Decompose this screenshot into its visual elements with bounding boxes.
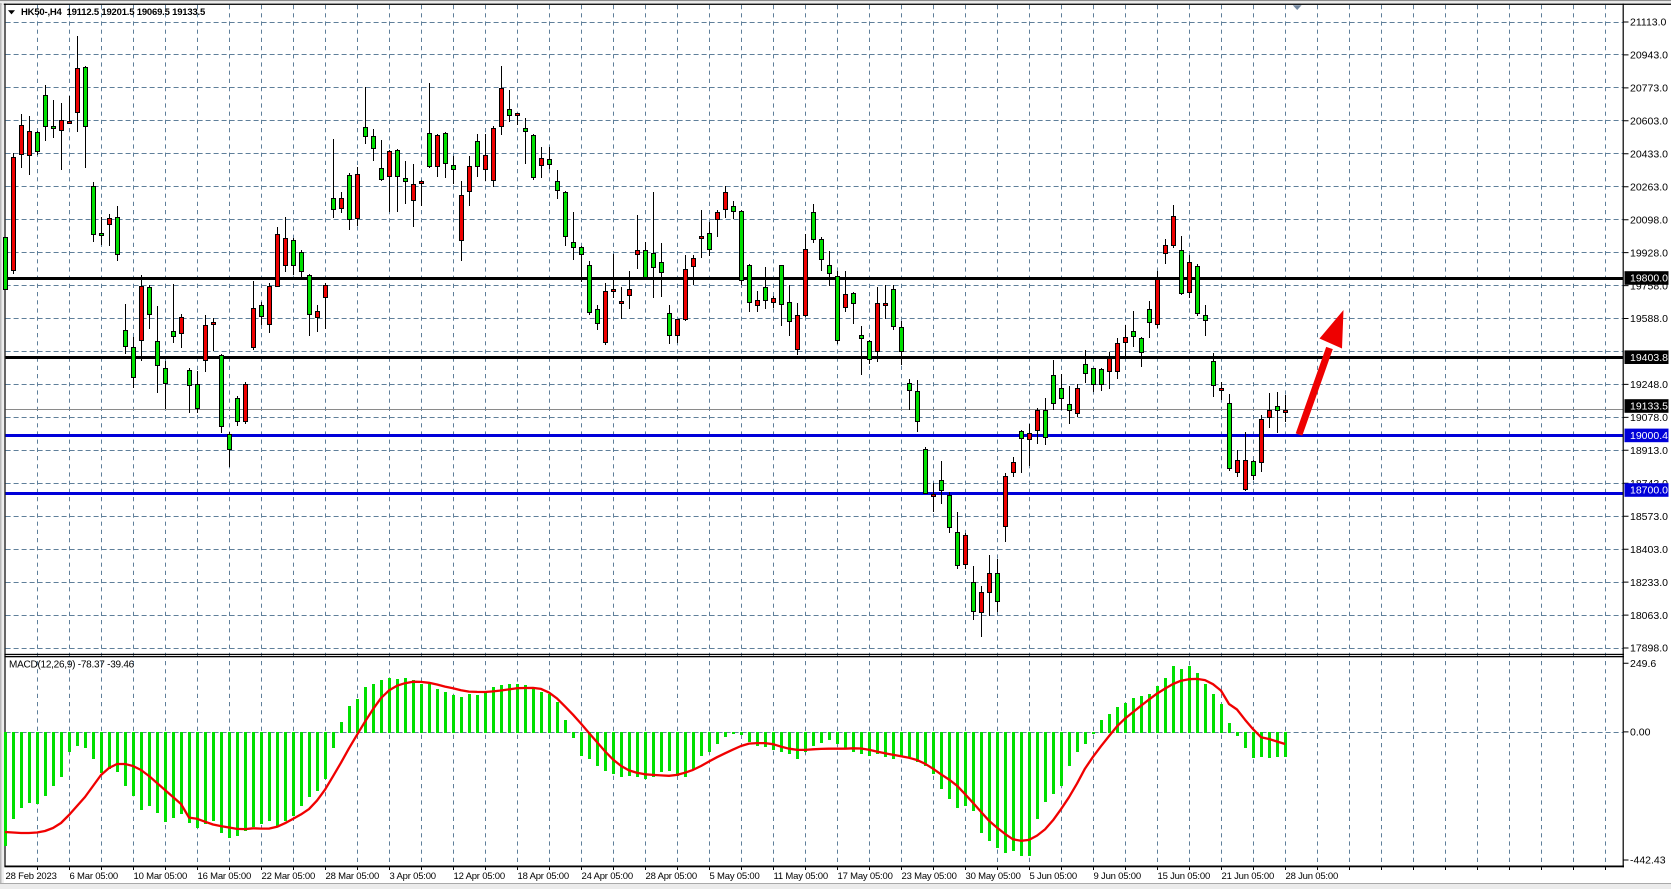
- svg-text:5 Jun 05:00: 5 Jun 05:00: [1030, 871, 1077, 882]
- svg-text:21113.0: 21113.0: [1630, 17, 1667, 29]
- svg-text:30 May 05:00: 30 May 05:00: [966, 871, 1021, 882]
- svg-text:23 May 05:00: 23 May 05:00: [902, 871, 957, 882]
- svg-text:28 Feb 2023: 28 Feb 2023: [6, 871, 57, 882]
- svg-text:249.6: 249.6: [1630, 658, 1656, 670]
- svg-text:19133.5: 19133.5: [1630, 401, 1668, 413]
- svg-text:28 Mar 05:00: 28 Mar 05:00: [326, 871, 380, 882]
- svg-text:28 Jun 05:00: 28 Jun 05:00: [1286, 871, 1339, 882]
- svg-text:17898.0: 17898.0: [1630, 643, 1668, 655]
- svg-text:16 Mar 05:00: 16 Mar 05:00: [198, 871, 252, 882]
- svg-text:24 Apr 05:00: 24 Apr 05:00: [582, 871, 633, 882]
- svg-text:-442.43: -442.43: [1630, 855, 1666, 867]
- svg-text:18573.0: 18573.0: [1630, 511, 1668, 523]
- svg-text:22 Mar 05:00: 22 Mar 05:00: [262, 871, 316, 882]
- svg-text:20773.0: 20773.0: [1630, 83, 1668, 95]
- svg-text:9 Jun 05:00: 9 Jun 05:00: [1094, 871, 1141, 882]
- svg-text:15 Jun 05:00: 15 Jun 05:00: [1158, 871, 1211, 882]
- svg-text:20098.0: 20098.0: [1630, 214, 1668, 226]
- svg-text:20433.0: 20433.0: [1630, 149, 1668, 161]
- svg-text:20263.0: 20263.0: [1630, 182, 1668, 194]
- svg-text:28 Apr 05:00: 28 Apr 05:00: [646, 871, 697, 882]
- svg-text:11 May 05:00: 11 May 05:00: [774, 871, 828, 882]
- svg-text:19403.8: 19403.8: [1630, 352, 1668, 364]
- svg-text:0.00: 0.00: [1630, 727, 1651, 739]
- svg-text:19000.4: 19000.4: [1630, 430, 1668, 442]
- svg-text:18403.0: 18403.0: [1630, 544, 1668, 556]
- svg-text:19078.0: 19078.0: [1630, 412, 1668, 424]
- svg-text:17 May 05:00: 17 May 05:00: [838, 871, 893, 882]
- svg-text:MACD(12,26,9) -78.37 -39.46: MACD(12,26,9) -78.37 -39.46: [9, 660, 135, 671]
- svg-text:HK50-,H4 19112.5 19201.5 1906: HK50-,H4 19112.5 19201.5 19069.5 19133.5: [21, 7, 206, 18]
- svg-text:3 Apr 05:00: 3 Apr 05:00: [390, 871, 436, 882]
- svg-text:10 Mar 05:00: 10 Mar 05:00: [134, 871, 188, 882]
- svg-text:19248.0: 19248.0: [1630, 379, 1668, 391]
- svg-text:20943.0: 20943.0: [1630, 50, 1668, 62]
- svg-text:18063.0: 18063.0: [1630, 610, 1668, 622]
- svg-text:20603.0: 20603.0: [1630, 116, 1668, 128]
- svg-text:18 Apr 05:00: 18 Apr 05:00: [518, 871, 569, 882]
- svg-text:19588.0: 19588.0: [1630, 313, 1668, 325]
- svg-text:19928.0: 19928.0: [1630, 247, 1668, 259]
- svg-text:19800.0: 19800.0: [1630, 273, 1668, 285]
- svg-text:5 May 05:00: 5 May 05:00: [710, 871, 760, 882]
- svg-text:18913.0: 18913.0: [1630, 445, 1668, 457]
- svg-text:6 Mar 05:00: 6 Mar 05:00: [70, 871, 119, 882]
- svg-text:12 Apr 05:00: 12 Apr 05:00: [454, 871, 505, 882]
- svg-text:21 Jun 05:00: 21 Jun 05:00: [1222, 871, 1275, 882]
- svg-text:18700.0: 18700.0: [1630, 485, 1668, 497]
- svg-text:18233.0: 18233.0: [1630, 577, 1668, 589]
